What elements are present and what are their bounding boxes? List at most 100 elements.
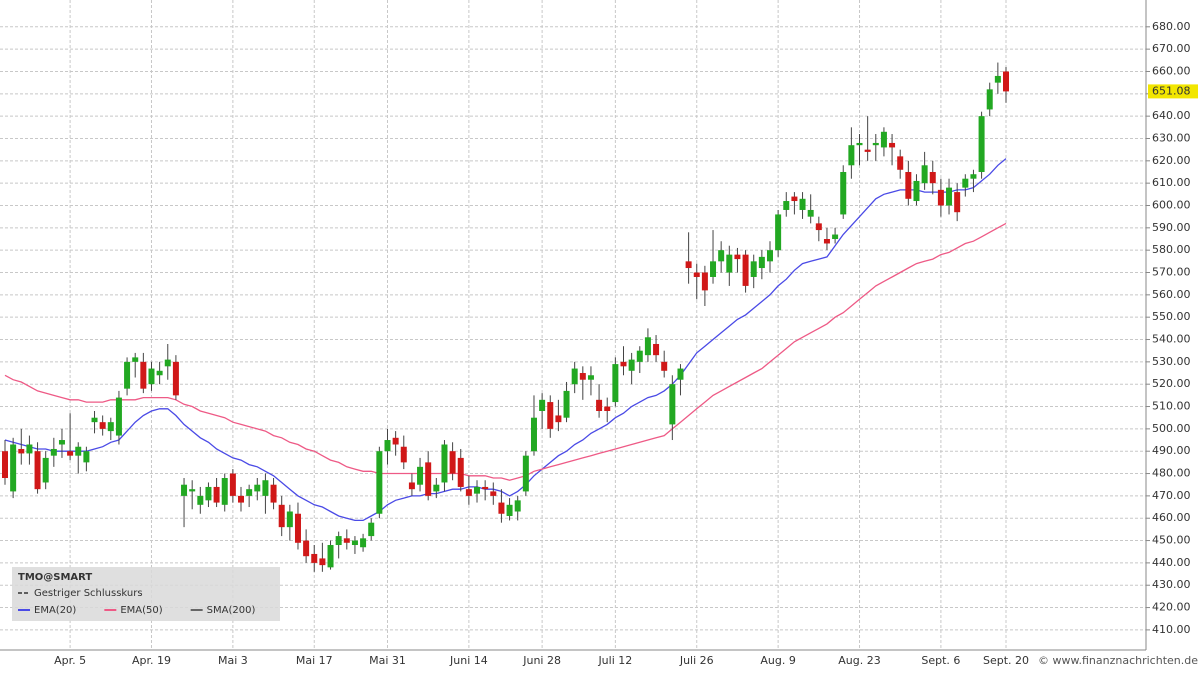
candle-body: [368, 522, 375, 537]
candle-body: [465, 489, 472, 496]
candle-body: [294, 513, 301, 543]
y-tick-label: 470.00: [1152, 489, 1191, 502]
candle-body: [156, 370, 163, 376]
legend-title: TMO@SMART: [18, 572, 92, 583]
candle-body: [449, 451, 456, 474]
candle-body: [197, 495, 204, 505]
y-tick-label: 550.00: [1152, 310, 1191, 323]
candle-body: [75, 446, 82, 456]
candle-body: [1003, 71, 1009, 92]
candle-body: [262, 480, 269, 496]
y-tick-label: 590.00: [1152, 221, 1191, 234]
candle-body: [530, 417, 537, 452]
candle-body: [400, 446, 407, 463]
candle-body: [115, 397, 122, 436]
y-tick-label: 570.00: [1152, 266, 1191, 279]
candle-body: [482, 486, 489, 490]
candle-body: [653, 343, 660, 356]
candle-body: [921, 165, 928, 184]
candle-body: [107, 422, 114, 432]
x-tick-label: Aug. 23: [838, 654, 880, 667]
candle-body: [164, 359, 171, 367]
candle-body: [832, 234, 839, 240]
candle-body: [132, 357, 139, 362]
x-tick-label: Juli 12: [597, 654, 632, 667]
candle-body: [278, 504, 285, 528]
candle-body: [669, 384, 676, 425]
x-tick-label: Apr. 19: [132, 654, 171, 667]
candle-body: [83, 451, 90, 463]
candle-body: [913, 180, 920, 202]
legend-label: EMA(50): [120, 605, 162, 616]
candle-body: [978, 116, 985, 172]
candle-body: [994, 75, 1001, 83]
y-tick-label: 640.00: [1152, 109, 1191, 122]
candle-body: [522, 455, 529, 492]
candle-body: [91, 417, 98, 423]
legend-box: [12, 567, 280, 621]
candle-body: [433, 484, 440, 492]
y-tick-label: 600.00: [1152, 198, 1191, 211]
candle-body: [726, 254, 733, 273]
y-tick-label: 500.00: [1152, 422, 1191, 435]
candle-body: [905, 171, 912, 199]
indicator-lines: [4, 158, 1007, 522]
legend-items: Gestriger Schlusskurs EMA(20) EMA(50) SMA(2…: [18, 588, 255, 616]
indicator-line: [4, 222, 1007, 481]
candle-body: [718, 250, 725, 262]
candle-body: [897, 156, 904, 170]
candle-body: [880, 131, 887, 148]
candle-body: [58, 440, 65, 445]
candle-body: [571, 368, 578, 385]
candle-body: [457, 457, 464, 487]
y-tick-label: 670.00: [1152, 42, 1191, 55]
candle-body: [758, 256, 765, 269]
candle-body: [286, 511, 293, 528]
axes: 410.00 420.00 430.00 440.00 450.00 460.00 470.…: [54, 20, 1198, 667]
x-tick-label: Apr. 5: [54, 654, 86, 667]
candle-body: [937, 189, 944, 206]
y-tick-label: 430.00: [1152, 578, 1191, 591]
y-tick-label: 440.00: [1152, 556, 1191, 569]
candle-body: [604, 406, 611, 411]
y-tick-label: 520.00: [1152, 377, 1191, 390]
candle-body: [124, 361, 131, 389]
x-tick-label: Mai 17: [296, 654, 333, 667]
x-tick-label: Juli 26: [679, 654, 714, 667]
candle-body: [229, 473, 236, 496]
legend-item: SMA(200): [190, 605, 255, 616]
candle-body: [42, 457, 49, 483]
candle-body: [140, 361, 147, 389]
candle-body: [579, 373, 586, 380]
candle-body: [661, 361, 668, 371]
candle-body: [474, 486, 481, 494]
candle-body: [148, 368, 155, 385]
legend: TMO@SMART Gestriger Schlusskurs EMA(20) EM…: [12, 567, 280, 621]
candle-body: [628, 359, 635, 371]
candle-body: [612, 364, 619, 403]
y-tick-label: 530.00: [1152, 355, 1191, 368]
candle-body: [181, 484, 188, 496]
y-tick-label: 660.00: [1152, 64, 1191, 77]
x-tick-label: Juni 14: [449, 654, 488, 667]
candle-body: [514, 500, 521, 512]
candle-body: [26, 444, 33, 454]
candle-body: [929, 171, 936, 184]
candle-body: [384, 440, 391, 452]
candle-body: [213, 486, 220, 503]
candle-body: [376, 451, 383, 514]
y-tick-label: 610.00: [1152, 176, 1191, 189]
candle-body: [970, 174, 977, 179]
candle-body: [343, 538, 350, 543]
candle-body: [734, 254, 741, 260]
candle-body: [799, 198, 806, 210]
legend-item: EMA(50): [104, 605, 163, 616]
candle-body: [506, 504, 513, 516]
candle-body: [221, 478, 228, 505]
indicator-line: [4, 158, 1007, 522]
y-tick-label: 460.00: [1152, 511, 1191, 524]
candle-body: [335, 536, 342, 546]
candle-body: [539, 399, 546, 411]
candle-body: [563, 390, 570, 418]
